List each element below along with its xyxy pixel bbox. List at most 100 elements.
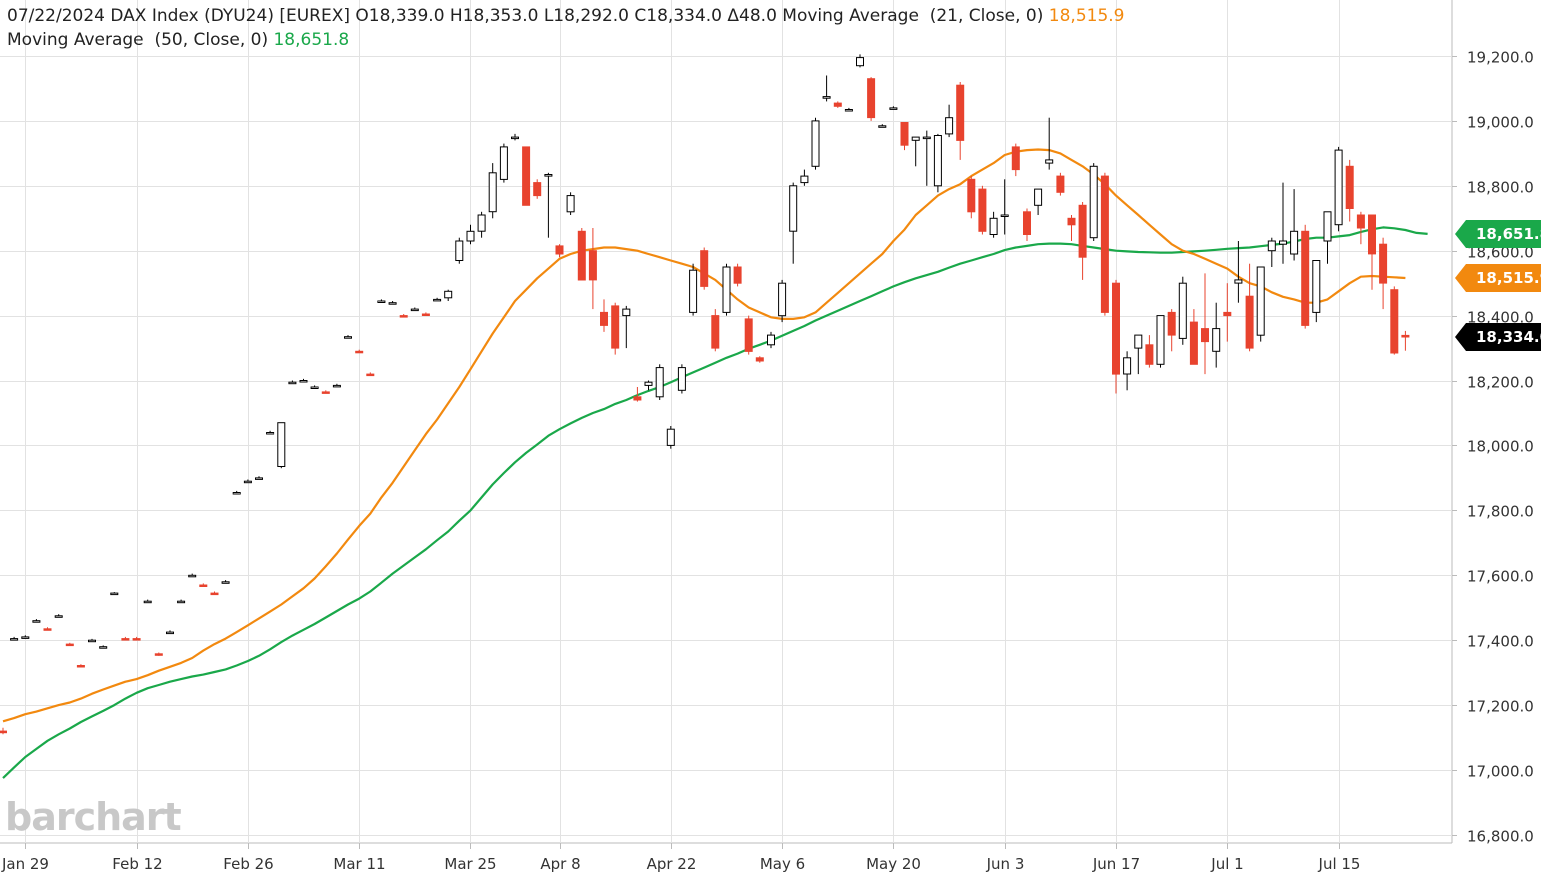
candle-body	[1201, 328, 1209, 343]
candle-body	[243, 480, 252, 484]
candle-body	[1023, 211, 1031, 236]
candle-body	[1245, 295, 1254, 349]
candle	[677, 364, 686, 394]
candle	[65, 642, 74, 647]
header-ma50-label: Moving Average (50, Close, 0)	[7, 30, 269, 50]
candle-body	[722, 266, 731, 313]
candle-body	[288, 381, 297, 385]
candle-body	[666, 428, 675, 446]
candle-body	[945, 117, 954, 135]
candle	[1267, 237, 1276, 267]
candle-body	[43, 628, 52, 631]
candle-body	[310, 386, 319, 389]
candle-body	[466, 230, 475, 242]
candle	[922, 130, 931, 186]
candle-body	[767, 334, 775, 346]
candle-body	[911, 136, 920, 141]
candle-body	[889, 107, 898, 110]
candle	[410, 307, 419, 312]
candle	[221, 580, 230, 584]
candle-body	[933, 135, 942, 187]
candle-body	[76, 665, 85, 668]
candle-body	[321, 391, 330, 394]
candle	[989, 211, 998, 238]
candle-body	[511, 136, 519, 140]
candle	[1345, 159, 1354, 222]
candle-body	[477, 214, 486, 232]
candle	[533, 179, 542, 199]
candle-body	[633, 396, 642, 401]
candle	[755, 356, 764, 363]
candle-body	[121, 638, 130, 641]
candle	[1023, 208, 1031, 241]
x-tick-label: Jun 3	[986, 855, 1025, 873]
candle	[1145, 335, 1154, 368]
candle	[622, 305, 631, 349]
last-price-tag: 18,334.0	[1455, 323, 1541, 351]
candle	[499, 143, 508, 183]
candle	[32, 619, 41, 623]
header-date: 07/22/2024	[7, 6, 105, 26]
candle-body	[388, 302, 397, 305]
candle	[1112, 279, 1120, 394]
candle-body	[299, 380, 308, 383]
candle	[321, 390, 330, 394]
candle	[1089, 163, 1098, 241]
candle	[54, 614, 63, 618]
candle-body	[533, 182, 542, 197]
ma50-line	[2, 226, 1428, 779]
candle	[0, 727, 7, 735]
candle-body	[132, 638, 141, 641]
candle	[366, 372, 375, 377]
candle	[43, 627, 52, 631]
candle-body	[1145, 344, 1154, 365]
candle	[522, 146, 531, 206]
candle	[1312, 260, 1321, 323]
candle	[811, 117, 820, 170]
candle	[1279, 182, 1287, 264]
candle	[199, 583, 208, 587]
candle-body	[1212, 328, 1221, 352]
ma50-price-tag: 18,651.8	[1455, 220, 1541, 248]
candle-body	[956, 84, 965, 141]
candle	[1390, 286, 1399, 355]
candle-body	[1167, 311, 1176, 336]
candle-body	[544, 174, 553, 177]
candle-body	[332, 384, 341, 388]
candle-body	[1301, 230, 1310, 326]
candle	[1134, 334, 1143, 375]
candle-body	[199, 584, 208, 587]
candle	[1234, 241, 1243, 303]
candle	[1223, 283, 1232, 342]
candle	[711, 309, 720, 352]
candle	[744, 315, 753, 355]
candle-body	[1323, 211, 1332, 242]
candle-body	[10, 638, 19, 641]
candle-body	[555, 245, 564, 255]
candle	[1178, 276, 1187, 345]
candle	[1167, 309, 1176, 352]
x-tick-label: Mar 11	[333, 855, 385, 873]
header-ma21-value: 18,515.9	[1048, 6, 1125, 26]
candle-body	[277, 422, 286, 468]
candle	[299, 378, 308, 383]
candle	[1000, 179, 1009, 235]
candle	[1401, 330, 1410, 351]
candle	[99, 645, 108, 649]
candle	[88, 638, 96, 643]
x-tick-label: May 6	[760, 855, 805, 873]
candle-body	[1368, 214, 1376, 255]
candle	[1056, 172, 1065, 196]
candle	[566, 192, 575, 215]
y-tick-label: 17,400.0	[1467, 633, 1534, 651]
candle	[166, 630, 174, 635]
candle-body	[1356, 214, 1365, 229]
candle	[344, 335, 352, 339]
candle-body	[65, 643, 74, 647]
candle	[511, 133, 519, 141]
candle	[644, 380, 653, 391]
candle-body	[110, 592, 119, 596]
header-ma50-value: 18,651.8	[273, 30, 350, 50]
